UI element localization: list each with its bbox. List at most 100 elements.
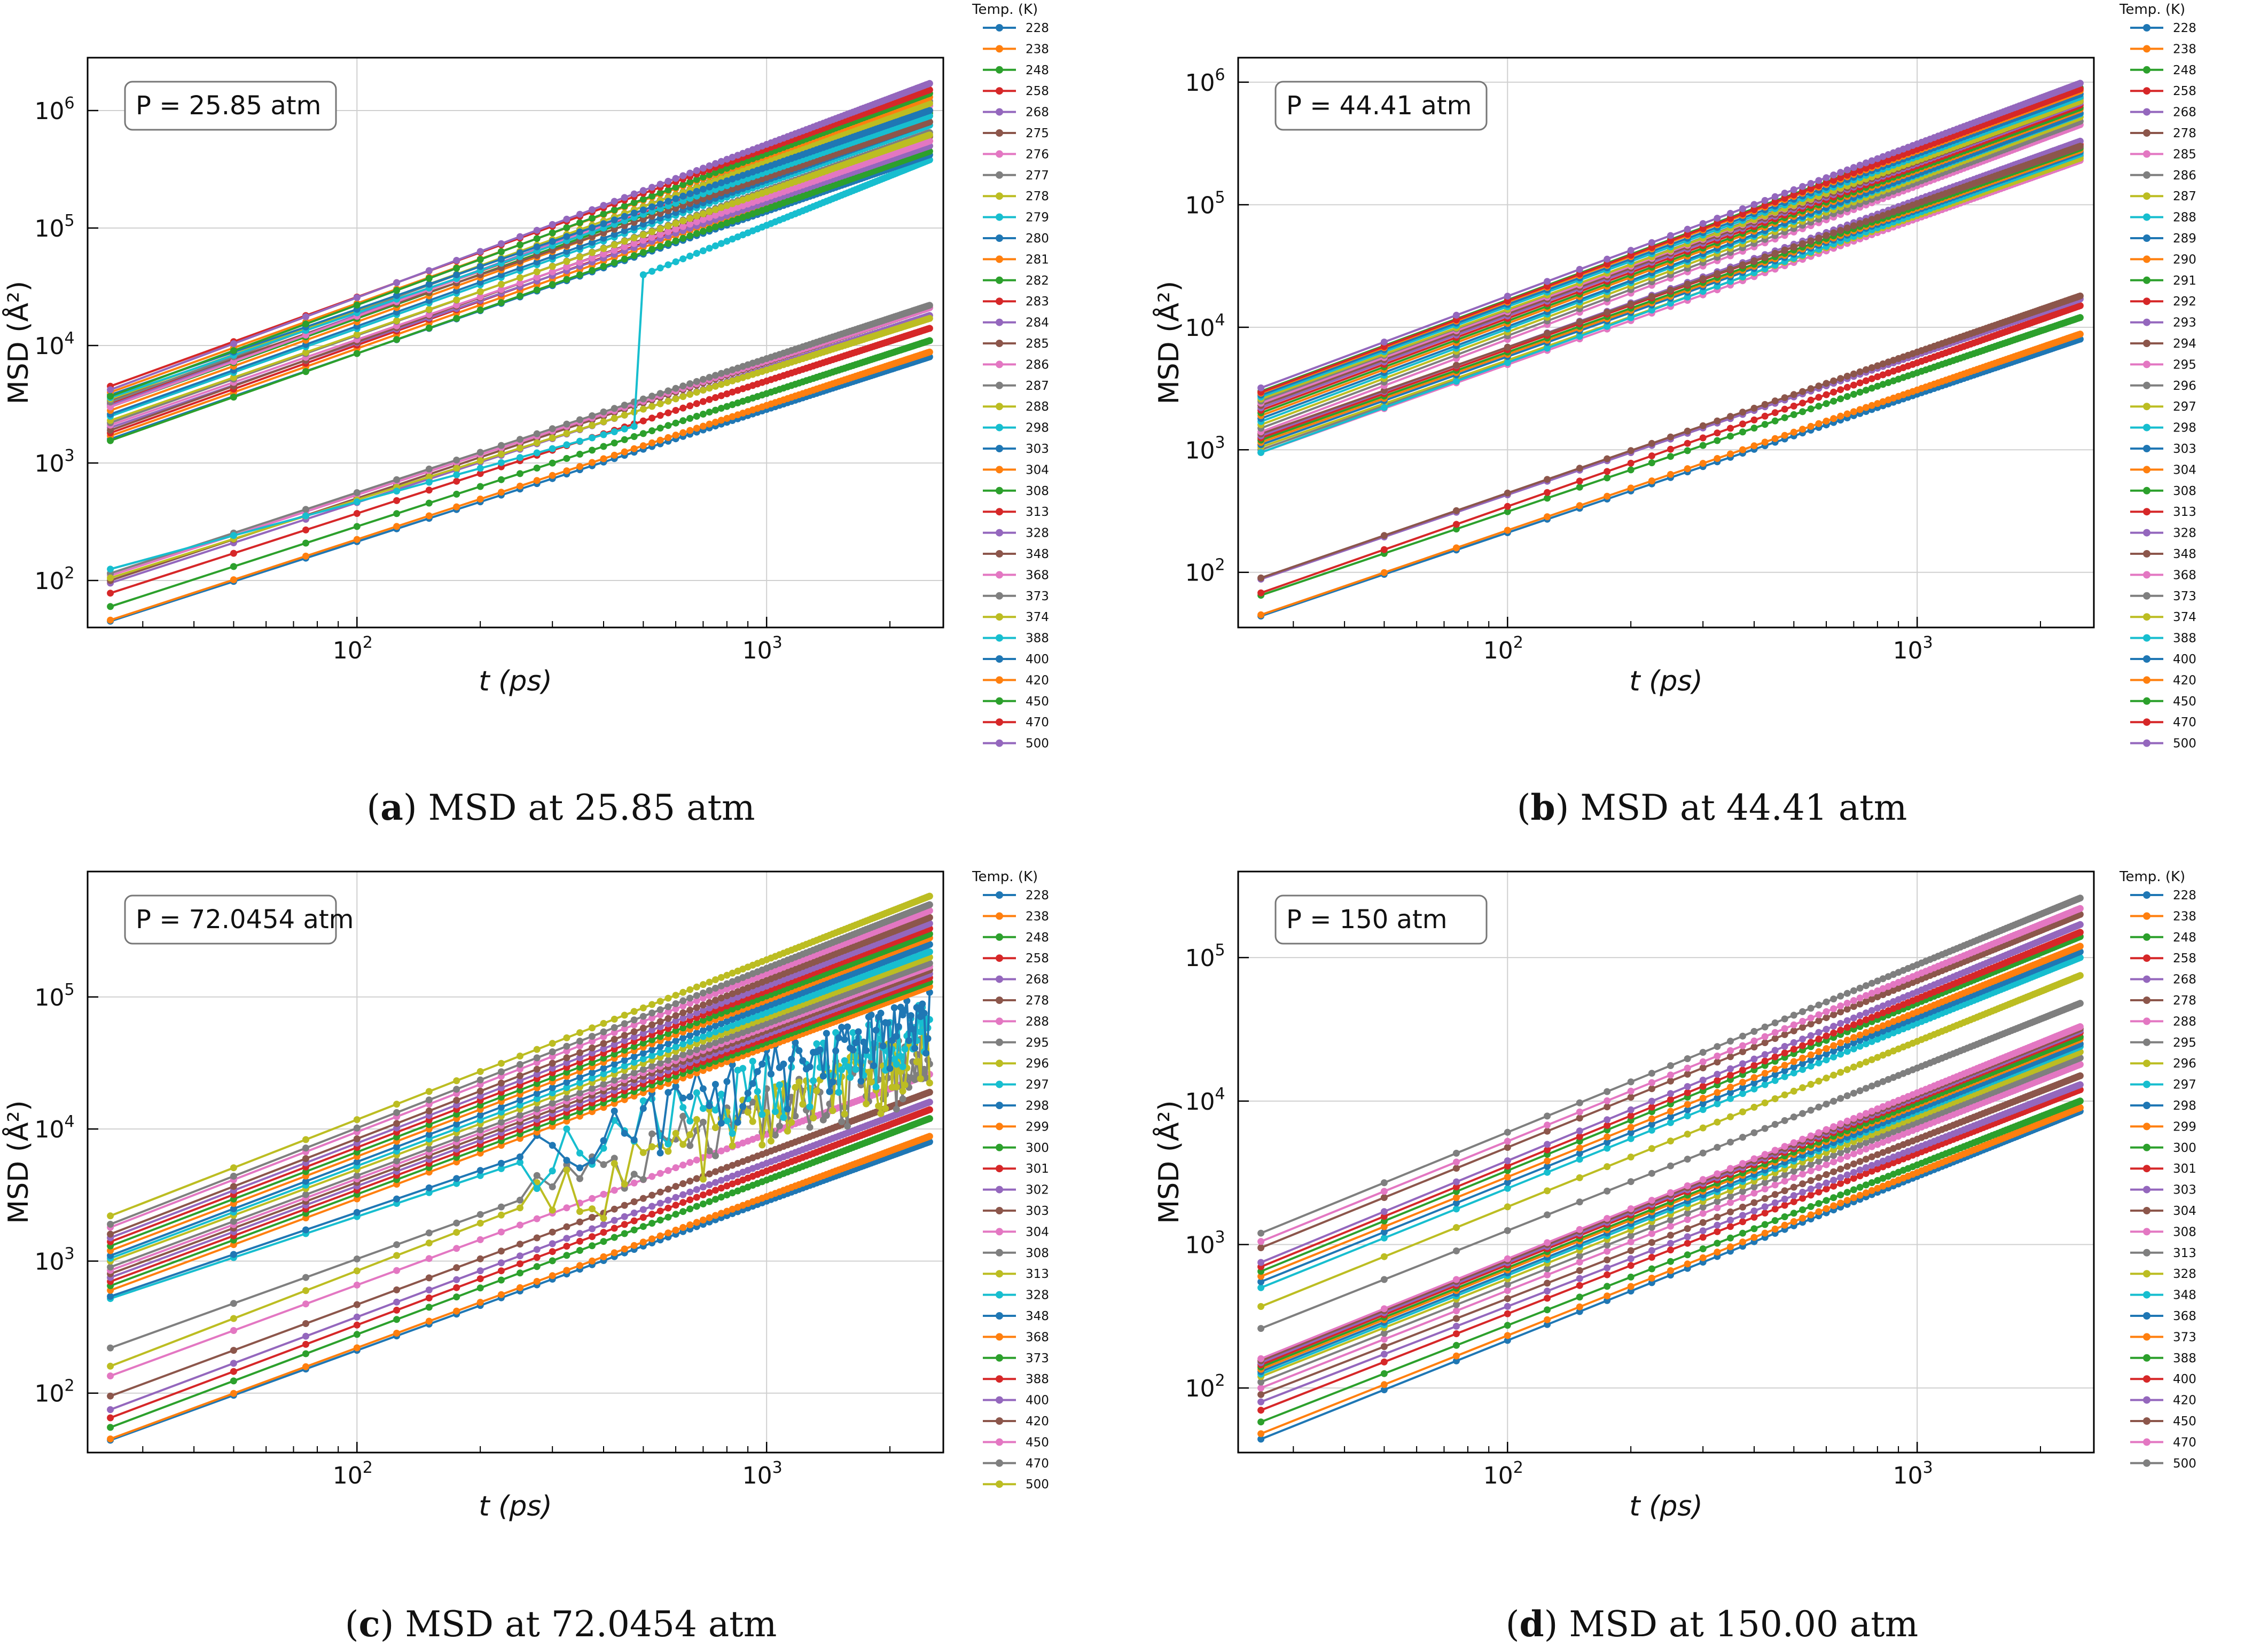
data-point bbox=[711, 242, 719, 249]
x-axis-label: t (ps) bbox=[479, 665, 552, 697]
data-point bbox=[611, 198, 618, 205]
data-point bbox=[686, 253, 694, 260]
data-point bbox=[926, 137, 933, 145]
data-point bbox=[2076, 331, 2084, 338]
data-point bbox=[926, 118, 933, 125]
data-point bbox=[600, 443, 607, 450]
legend-swatch-marker bbox=[996, 318, 1003, 326]
legend-swatch-marker bbox=[996, 655, 1003, 663]
data-point bbox=[576, 451, 583, 458]
data-point bbox=[230, 340, 237, 348]
data-point bbox=[533, 268, 541, 276]
data-point bbox=[1727, 450, 1734, 458]
legend-label: 288 bbox=[1026, 400, 1049, 414]
data-point bbox=[686, 415, 694, 422]
data-point bbox=[589, 434, 596, 442]
data-point bbox=[302, 313, 309, 320]
data-point bbox=[706, 162, 713, 169]
legend-swatch-marker bbox=[996, 445, 1003, 452]
data-point bbox=[679, 192, 687, 200]
data-point bbox=[302, 526, 309, 533]
data-point bbox=[672, 175, 679, 182]
legend-item: 373 bbox=[983, 590, 1049, 603]
data-point bbox=[699, 210, 707, 217]
data-point bbox=[589, 267, 596, 274]
data-point bbox=[723, 390, 731, 397]
data-point bbox=[453, 477, 460, 485]
data-point bbox=[425, 512, 433, 520]
legend-item: 348 bbox=[983, 547, 1049, 561]
series-markers-238 bbox=[107, 348, 933, 624]
data-point bbox=[497, 248, 505, 255]
data-point bbox=[563, 233, 570, 240]
data-point bbox=[672, 219, 679, 227]
data-point bbox=[1727, 425, 1734, 432]
data-point bbox=[699, 375, 707, 383]
data-point bbox=[353, 498, 361, 506]
data-point bbox=[630, 433, 638, 440]
legend-swatch-marker bbox=[996, 276, 1003, 284]
data-point bbox=[1843, 383, 1851, 391]
data-point bbox=[425, 311, 433, 318]
data-point bbox=[393, 488, 401, 495]
data-point bbox=[639, 405, 647, 413]
data-point bbox=[517, 292, 523, 300]
data-point bbox=[656, 242, 664, 250]
data-point bbox=[639, 221, 647, 228]
data-point bbox=[706, 214, 713, 221]
legend-swatch-marker bbox=[996, 697, 1003, 705]
data-point bbox=[621, 436, 628, 443]
legend-label: 276 bbox=[1026, 147, 1049, 161]
data-point bbox=[1257, 611, 1265, 618]
data-point bbox=[302, 349, 309, 356]
data-point bbox=[1837, 375, 1844, 382]
data-point bbox=[302, 320, 309, 328]
data-point bbox=[711, 382, 719, 390]
data-point bbox=[393, 287, 401, 294]
y-tick-base: 10 bbox=[34, 333, 64, 360]
data-point bbox=[706, 384, 713, 392]
data-point bbox=[576, 243, 583, 250]
data-point bbox=[611, 225, 618, 233]
data-point bbox=[425, 486, 433, 494]
data-point bbox=[1750, 425, 1758, 432]
data-point bbox=[533, 286, 541, 294]
data-point bbox=[393, 317, 401, 324]
data-point bbox=[706, 208, 713, 215]
data-point bbox=[589, 206, 596, 214]
data-point bbox=[621, 227, 628, 234]
data-point bbox=[686, 391, 694, 398]
data-point bbox=[621, 255, 628, 263]
data-point bbox=[706, 396, 713, 403]
data-point bbox=[1750, 416, 1758, 423]
legend-item: 268 bbox=[983, 106, 1049, 120]
data-point bbox=[476, 293, 484, 301]
data-point bbox=[589, 254, 596, 262]
data-point bbox=[453, 301, 460, 309]
data-point bbox=[1830, 388, 1837, 396]
data-point bbox=[717, 381, 725, 388]
data-point bbox=[589, 412, 596, 419]
data-point bbox=[639, 271, 647, 278]
data-point bbox=[679, 382, 687, 390]
legend-item: 374 bbox=[983, 610, 1049, 624]
data-point bbox=[302, 552, 309, 560]
data-point bbox=[679, 202, 687, 209]
data-point bbox=[679, 404, 687, 412]
legend-label: 280 bbox=[1026, 232, 1049, 246]
data-point bbox=[1843, 372, 1851, 380]
data-point bbox=[576, 426, 583, 433]
data-point bbox=[729, 413, 736, 420]
legend-label: 420 bbox=[1026, 673, 1049, 687]
legend-swatch-marker bbox=[996, 613, 1003, 621]
legend-item: 284 bbox=[983, 316, 1049, 330]
data-point bbox=[533, 243, 541, 250]
data-point bbox=[630, 234, 638, 241]
data-point bbox=[679, 172, 687, 179]
data-point bbox=[639, 395, 647, 403]
data-point bbox=[672, 407, 679, 414]
data-point bbox=[1714, 417, 1721, 425]
data-point bbox=[672, 258, 679, 265]
data-point bbox=[517, 249, 523, 256]
